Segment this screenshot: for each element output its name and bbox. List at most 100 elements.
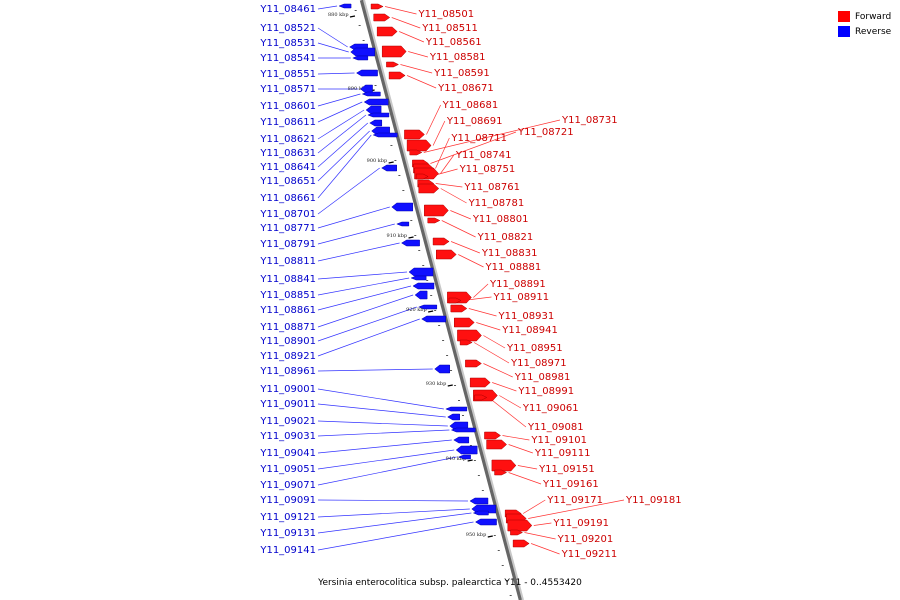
forward-gene-label[interactable]: Y11_08951 <box>506 343 563 354</box>
forward-gene-label[interactable]: Y11_08691 <box>446 116 503 127</box>
forward-gene-feature[interactable] <box>406 139 432 152</box>
reverse-gene-feature[interactable] <box>365 105 382 115</box>
reverse-gene-label[interactable]: Y11_08461 <box>259 4 316 15</box>
forward-gene-label[interactable]: Y11_08981 <box>514 372 571 383</box>
reverse-gene-label[interactable]: Y11_08521 <box>259 23 316 34</box>
forward-gene-feature[interactable] <box>507 519 533 532</box>
reverse-gene-label[interactable]: Y11_08771 <box>259 223 316 234</box>
forward-gene-label[interactable]: Y11_09181 <box>625 495 682 506</box>
forward-gene-label[interactable]: Y11_09211 <box>561 549 618 560</box>
forward-gene-feature[interactable] <box>386 61 399 68</box>
forward-gene-label[interactable]: Y11_08591 <box>433 68 490 79</box>
forward-gene-label[interactable]: Y11_08991 <box>517 386 574 397</box>
reverse-gene-feature[interactable] <box>381 164 397 172</box>
reverse-gene-feature[interactable] <box>350 47 375 57</box>
forward-gene-label[interactable]: Y11_09191 <box>552 518 609 529</box>
reverse-gene-label[interactable]: Y11_08871 <box>259 322 316 333</box>
reverse-gene-label[interactable]: Y11_09091 <box>259 495 316 506</box>
reverse-gene-feature[interactable] <box>472 510 489 516</box>
reverse-gene-label[interactable]: Y11_08701 <box>259 209 316 220</box>
reverse-gene-label[interactable]: Y11_08921 <box>259 351 316 362</box>
reverse-gene-label[interactable]: Y11_08651 <box>259 176 316 187</box>
forward-gene-feature[interactable] <box>404 129 425 140</box>
reverse-gene-feature[interactable] <box>457 454 471 460</box>
reverse-gene-label[interactable]: Y11_09121 <box>259 512 316 523</box>
forward-gene-label[interactable]: Y11_08891 <box>489 279 546 290</box>
forward-gene-label[interactable]: Y11_08741 <box>455 150 512 161</box>
reverse-gene-feature[interactable] <box>401 239 420 247</box>
reverse-gene-label[interactable]: Y11_09051 <box>259 464 316 475</box>
reverse-gene-label[interactable]: Y11_09131 <box>259 528 316 539</box>
reverse-gene-feature[interactable] <box>360 84 373 94</box>
reverse-gene-label[interactable]: Y11_08601 <box>259 101 316 112</box>
forward-gene-feature[interactable] <box>465 359 482 368</box>
forward-gene-feature[interactable] <box>388 71 406 80</box>
reverse-gene-feature[interactable] <box>447 413 460 421</box>
reverse-gene-label[interactable]: Y11_08791 <box>259 239 316 250</box>
reverse-gene-label[interactable]: Y11_09001 <box>259 384 316 395</box>
reverse-gene-label[interactable]: Y11_09031 <box>259 431 316 442</box>
reverse-gene-label[interactable]: Y11_09041 <box>259 448 316 459</box>
reverse-gene-label[interactable]: Y11_08551 <box>259 69 316 80</box>
reverse-gene-feature[interactable] <box>352 55 369 61</box>
forward-gene-feature[interactable] <box>376 26 398 37</box>
forward-gene-label[interactable]: Y11_09151 <box>538 464 595 475</box>
forward-gene-feature[interactable] <box>424 204 449 217</box>
forward-gene-label[interactable]: Y11_09081 <box>527 422 584 433</box>
reverse-gene-label[interactable]: Y11_08851 <box>259 290 316 301</box>
reverse-gene-label[interactable]: Y11_08531 <box>259 38 316 49</box>
reverse-gene-feature[interactable] <box>410 275 427 281</box>
forward-gene-label[interactable]: Y11_09161 <box>542 479 599 490</box>
reverse-gene-feature[interactable] <box>469 497 489 505</box>
forward-gene-feature[interactable] <box>432 237 450 246</box>
forward-gene-label[interactable]: Y11_08941 <box>501 325 558 336</box>
forward-gene-feature[interactable] <box>484 431 501 440</box>
forward-gene-label[interactable]: Y11_08511 <box>421 23 478 34</box>
forward-gene-feature[interactable] <box>494 469 508 476</box>
reverse-gene-label[interactable]: Y11_08811 <box>259 256 316 267</box>
reverse-gene-label[interactable]: Y11_09021 <box>259 416 316 427</box>
reverse-gene-label[interactable]: Y11_08641 <box>259 162 316 173</box>
reverse-gene-feature[interactable] <box>361 91 381 97</box>
reverse-gene-label[interactable]: Y11_08611 <box>259 117 316 128</box>
forward-gene-label[interactable]: Y11_08781 <box>468 198 525 209</box>
forward-gene-feature[interactable] <box>469 377 491 388</box>
reverse-gene-feature[interactable] <box>453 436 470 444</box>
reverse-gene-label[interactable]: Y11_08571 <box>259 84 316 95</box>
reverse-gene-feature[interactable] <box>367 112 390 118</box>
forward-gene-label[interactable]: Y11_08831 <box>481 248 538 259</box>
forward-gene-label[interactable]: Y11_08761 <box>463 182 520 193</box>
forward-gene-label[interactable]: Y11_08581 <box>429 52 486 63</box>
reverse-gene-feature[interactable] <box>418 304 438 310</box>
forward-gene-label[interactable]: Y11_08801 <box>472 214 529 225</box>
forward-gene-label[interactable]: Y11_08931 <box>498 311 555 322</box>
reverse-gene-label[interactable]: Y11_08841 <box>259 274 316 285</box>
forward-gene-label[interactable]: Y11_08681 <box>442 100 499 111</box>
reverse-gene-feature[interactable] <box>475 518 497 526</box>
forward-gene-label[interactable]: Y11_08731 <box>561 115 618 126</box>
reverse-gene-feature[interactable] <box>338 3 352 9</box>
reverse-gene-feature[interactable] <box>450 427 476 433</box>
forward-gene-feature[interactable] <box>448 297 462 304</box>
reverse-gene-feature[interactable] <box>372 132 398 138</box>
forward-gene-feature[interactable] <box>459 339 473 346</box>
forward-gene-label[interactable]: Y11_09111 <box>534 448 591 459</box>
forward-gene-feature[interactable] <box>415 173 429 180</box>
reverse-gene-label[interactable]: Y11_08621 <box>259 134 316 145</box>
reverse-gene-label[interactable]: Y11_09011 <box>259 399 316 410</box>
reverse-gene-feature[interactable] <box>396 221 410 227</box>
reverse-gene-label[interactable]: Y11_08661 <box>259 193 316 204</box>
forward-gene-feature[interactable] <box>474 394 488 401</box>
forward-gene-feature[interactable] <box>510 529 524 536</box>
reverse-gene-feature[interactable] <box>445 406 468 412</box>
forward-gene-label[interactable]: Y11_09101 <box>530 435 587 446</box>
forward-gene-label[interactable]: Y11_08711 <box>450 133 507 144</box>
forward-gene-label[interactable]: Y11_08971 <box>510 358 567 369</box>
forward-gene-label[interactable]: Y11_09201 <box>557 534 614 545</box>
forward-gene-label[interactable]: Y11_08751 <box>459 164 516 175</box>
reverse-gene-label[interactable]: Y11_08961 <box>259 366 316 377</box>
reverse-gene-feature[interactable] <box>414 290 428 300</box>
forward-gene-feature[interactable] <box>427 217 441 224</box>
reverse-gene-feature[interactable] <box>421 315 446 323</box>
reverse-gene-feature[interactable] <box>412 282 435 290</box>
